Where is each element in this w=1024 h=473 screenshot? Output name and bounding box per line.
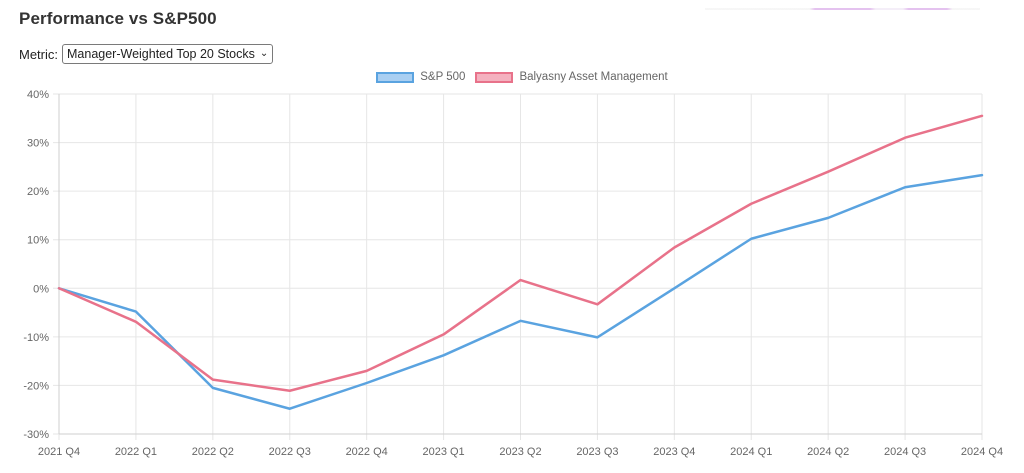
x-tick-label: 2022 Q2 — [192, 446, 234, 458]
page-title: Performance vs S&P500 — [19, 9, 217, 28]
y-tick-label: 0% — [33, 283, 49, 295]
x-tick-label: 2024 Q3 — [884, 446, 926, 458]
legend-item-sp500[interactable]: S&P 500 — [376, 71, 465, 83]
x-tick-label: 2023 Q2 — [499, 446, 541, 458]
x-tick-label: 2024 Q4 — [961, 446, 1003, 458]
top-right-decoration — [705, 8, 980, 10]
y-tick-label: 30% — [27, 138, 49, 150]
y-tick-label: 40% — [27, 89, 49, 101]
x-tick-label: 2022 Q4 — [346, 446, 388, 458]
x-tick-label: 2021 Q4 — [38, 446, 80, 458]
y-tick-label: -20% — [23, 380, 49, 392]
x-tick-label: 2022 Q1 — [115, 446, 157, 458]
x-tick-label: 2022 Q3 — [269, 446, 311, 458]
metric-row: Metric: Manager-Weighted Top 20 Stocks ⌄ — [19, 44, 274, 64]
metric-select[interactable]: Manager-Weighted Top 20 Stocks ⌄ — [62, 44, 274, 64]
chevron-down-icon: ⌄ — [259, 48, 269, 59]
y-tick-label: -30% — [23, 429, 49, 441]
y-tick-label: -10% — [23, 332, 49, 344]
y-tick-label: 20% — [27, 186, 49, 198]
legend-swatch-balyasny — [475, 71, 514, 83]
legend-swatch-sp500 — [376, 71, 415, 83]
y-tick-label: 10% — [27, 235, 49, 247]
legend-label-balyasny: Balyasny Asset Management — [519, 71, 668, 83]
x-tick-label: 2023 Q3 — [576, 446, 618, 458]
metric-select-value: Manager-Weighted Top 20 Stocks — [67, 47, 255, 61]
metric-label: Metric: — [19, 46, 58, 62]
x-tick-label: 2024 Q1 — [730, 446, 772, 458]
x-tick-label: 2024 Q2 — [807, 446, 849, 458]
x-tick-label: 2023 Q4 — [653, 446, 695, 458]
legend-item-balyasny[interactable]: Balyasny Asset Management — [475, 71, 668, 83]
chart-legend: S&P 500 Balyasny Asset Management — [0, 71, 1024, 83]
legend-label-sp500: S&P 500 — [420, 71, 466, 83]
x-tick-label: 2023 Q1 — [422, 446, 464, 458]
